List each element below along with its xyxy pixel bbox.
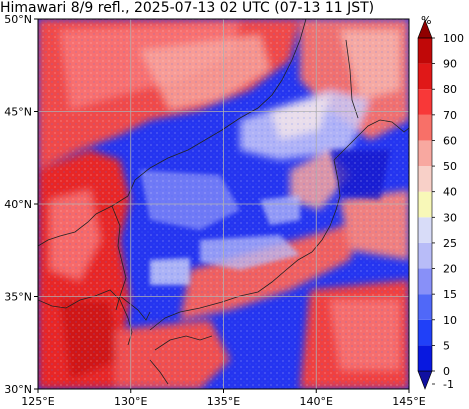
colorbar-level-label: 10 (443, 314, 457, 327)
colorbar-bin (418, 191, 432, 218)
colorbar-bin (418, 38, 432, 64)
lon-tick-label: 135°E (207, 395, 240, 408)
coastlines (38, 19, 409, 385)
lon-tick-label: 125°E (21, 395, 54, 408)
lat-tick-label: 40°N (4, 198, 32, 211)
lon-tick-label: 145°E (392, 395, 425, 408)
colorbar-level-label: 15 (443, 288, 457, 301)
colorbar-level-label: 60 (443, 134, 457, 147)
colorbar-bin (418, 89, 432, 115)
colorbar-bin (418, 217, 432, 243)
colorbar-level-label: 30 (443, 211, 457, 224)
lat-tick-label: 35°N (4, 291, 32, 304)
lon-tick-label: 130°E (114, 395, 147, 408)
colorbar-level-label: 5 (443, 339, 450, 352)
latitude-axis: 30°N 35°N 40°N 45°N 50°N (4, 13, 38, 396)
colorbar-level-label: 50 (443, 160, 457, 173)
colorbar-level-label: 70 (443, 109, 457, 122)
map-title: Himawari 8/9 refl., 2025-07-13 02 UTC (0… (0, 0, 375, 16)
colorbar-bin (418, 63, 432, 90)
colorbar-level-label: 100 (443, 32, 464, 45)
colorbar-unit: % (421, 14, 431, 27)
colorbar: % -10 5 10 15 20 25 30 40 50 60 70 80 90 100 (417, 14, 464, 391)
lat-tick-label: 50°N (4, 13, 32, 26)
lat-tick-label: 30°N (4, 383, 32, 396)
colorbar-level-label: 25 (443, 237, 457, 250)
colorbar-bin (418, 140, 432, 167)
colorbar-bin (418, 319, 432, 346)
colorbar-bin (418, 294, 432, 320)
reflectivity-field (38, 19, 409, 389)
colorbar-frame (417, 37, 433, 372)
colorbar-extend-min (417, 370, 433, 390)
colorbar-level-label: -1 (443, 378, 454, 391)
colorbar-bin (418, 345, 432, 371)
longitude-axis: 125°E 130°E 135°E 140°E 145°E (21, 389, 426, 408)
colorbar-bin (418, 268, 432, 295)
colorbar-level-label: 80 (443, 83, 457, 96)
colorbar-level-label: 20 (443, 263, 457, 276)
lon-tick-label: 140°E (300, 395, 333, 408)
lat-tick-label: 45°N (4, 106, 32, 119)
colorbar-bin (418, 166, 432, 192)
graticule (38, 19, 409, 389)
colorbar-bin (418, 242, 432, 269)
colorbar-level-label: 40 (443, 186, 457, 199)
colorbar-bin (418, 114, 432, 141)
colorbar-level-label: 90 (443, 58, 457, 71)
colorbar-level-label: 0 (443, 365, 450, 378)
